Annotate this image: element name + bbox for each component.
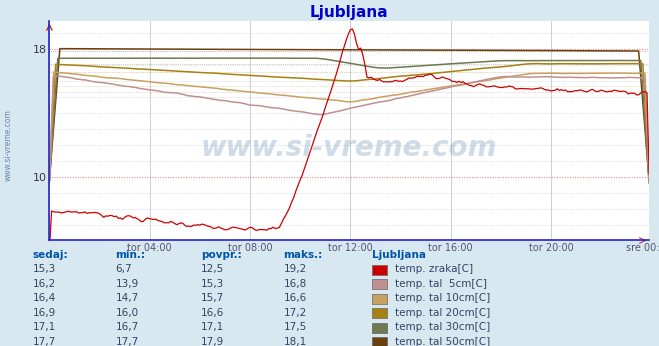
- Text: 15,3: 15,3: [201, 279, 224, 289]
- Text: 18,1: 18,1: [283, 337, 306, 346]
- Text: 15,3: 15,3: [33, 264, 56, 274]
- Text: 16,4: 16,4: [33, 293, 56, 303]
- Text: 17,1: 17,1: [201, 322, 224, 333]
- Text: 14,7: 14,7: [115, 293, 138, 303]
- Text: 16,6: 16,6: [201, 308, 224, 318]
- Text: 16,0: 16,0: [115, 308, 138, 318]
- Bar: [372, 265, 387, 275]
- Text: temp. tal 20cm[C]: temp. tal 20cm[C]: [395, 308, 491, 318]
- Text: 16,6: 16,6: [283, 293, 306, 303]
- Text: maks.:: maks.:: [283, 250, 323, 260]
- Text: temp. tal 30cm[C]: temp. tal 30cm[C]: [395, 322, 491, 333]
- Text: sedaj:: sedaj:: [33, 250, 69, 260]
- Text: 16,9: 16,9: [33, 308, 56, 318]
- Text: 6,7: 6,7: [115, 264, 132, 274]
- Text: 17,5: 17,5: [283, 322, 306, 333]
- Text: povpr.:: povpr.:: [201, 250, 242, 260]
- Bar: [372, 279, 387, 289]
- Bar: [372, 294, 387, 304]
- Text: 19,2: 19,2: [283, 264, 306, 274]
- Bar: [372, 308, 387, 318]
- Text: Ljubljana: Ljubljana: [372, 250, 426, 260]
- Text: 13,9: 13,9: [115, 279, 138, 289]
- Text: 16,7: 16,7: [115, 322, 138, 333]
- Text: temp. tal 50cm[C]: temp. tal 50cm[C]: [395, 337, 491, 346]
- Text: 16,8: 16,8: [283, 279, 306, 289]
- Text: temp. tal 10cm[C]: temp. tal 10cm[C]: [395, 293, 491, 303]
- Bar: [372, 337, 387, 346]
- Text: temp. tal  5cm[C]: temp. tal 5cm[C]: [395, 279, 488, 289]
- Text: 16,2: 16,2: [33, 279, 56, 289]
- Text: 17,7: 17,7: [115, 337, 138, 346]
- Text: min.:: min.:: [115, 250, 146, 260]
- Bar: [372, 323, 387, 333]
- Text: 15,7: 15,7: [201, 293, 224, 303]
- Text: 17,1: 17,1: [33, 322, 56, 333]
- Text: 17,9: 17,9: [201, 337, 224, 346]
- Text: www.si-vreme.com: www.si-vreme.com: [201, 134, 498, 162]
- Text: 12,5: 12,5: [201, 264, 224, 274]
- Title: Ljubljana: Ljubljana: [310, 4, 389, 20]
- Text: 17,7: 17,7: [33, 337, 56, 346]
- Text: temp. zraka[C]: temp. zraka[C]: [395, 264, 474, 274]
- Text: 17,2: 17,2: [283, 308, 306, 318]
- Text: www.si-vreme.com: www.si-vreme.com: [3, 109, 13, 181]
